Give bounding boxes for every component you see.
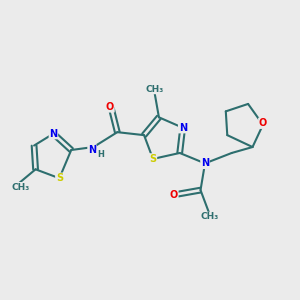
Text: N: N xyxy=(178,123,187,133)
Text: CH₃: CH₃ xyxy=(200,212,219,221)
Text: CH₃: CH₃ xyxy=(145,85,164,94)
Text: N: N xyxy=(49,129,58,139)
Text: O: O xyxy=(106,102,114,112)
Text: CH₃: CH₃ xyxy=(12,183,30,192)
Text: S: S xyxy=(149,154,157,164)
Text: O: O xyxy=(170,190,178,200)
Text: N: N xyxy=(88,145,96,155)
Text: N: N xyxy=(201,158,209,168)
Text: S: S xyxy=(56,173,63,183)
Text: H: H xyxy=(97,150,104,159)
Text: O: O xyxy=(259,118,267,128)
